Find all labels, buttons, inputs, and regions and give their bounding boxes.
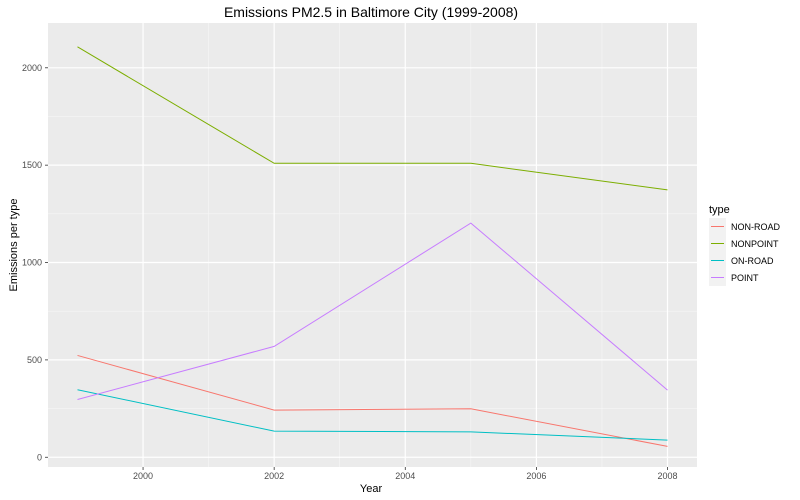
y-tick-label: 0: [37, 452, 42, 462]
y-tick-label: 2000: [22, 63, 42, 73]
x-tick-label: 2000: [133, 471, 153, 481]
legend-item-point: POINT: [709, 269, 759, 286]
series-line-point: [77, 222, 668, 400]
x-tick-label: 2008: [657, 471, 677, 481]
legend-items: NON-ROAD NONPOINT ON-ROAD POINT: [709, 218, 780, 286]
legend-label: NON-ROAD: [731, 222, 780, 232]
y-tick-label: 1000: [22, 258, 42, 268]
x-axis-ticks: 2000 2002 2004 2006 2008: [133, 467, 678, 481]
x-tick-label: 2002: [264, 471, 284, 481]
y-tick-label: 1500: [22, 160, 42, 170]
legend-item-on-road: ON-ROAD: [709, 252, 774, 269]
legend: type NON-ROAD NONPOINT ON-ROAD POINT: [709, 204, 780, 286]
legend-label: POINT: [731, 273, 759, 283]
y-axis-ticks: 0 500 1000 1500 2000: [22, 63, 48, 462]
chart-title: Emissions PM2.5 in Baltimore City (1999-…: [224, 4, 518, 20]
legend-item-nonpoint: NONPOINT: [709, 235, 779, 252]
grid-major: [48, 23, 697, 467]
y-tick-label: 500: [27, 355, 42, 365]
series-line-on-road: [77, 389, 668, 441]
legend-title: type: [709, 204, 730, 216]
x-tick-label: 2006: [526, 471, 546, 481]
legend-item-non-road: NON-ROAD: [709, 218, 780, 235]
y-axis-title: Emissions per type: [8, 199, 20, 292]
series-line-nonpoint: [77, 46, 668, 191]
x-tick-label: 2004: [395, 471, 415, 481]
series-lines: [77, 46, 668, 447]
series-line-non-road: [77, 354, 668, 447]
plot-panel: [48, 23, 697, 467]
grid-minor: [48, 23, 697, 467]
legend-label: ON-ROAD: [731, 256, 774, 266]
x-axis-title: Year: [360, 483, 383, 495]
legend-label: NONPOINT: [731, 239, 779, 249]
